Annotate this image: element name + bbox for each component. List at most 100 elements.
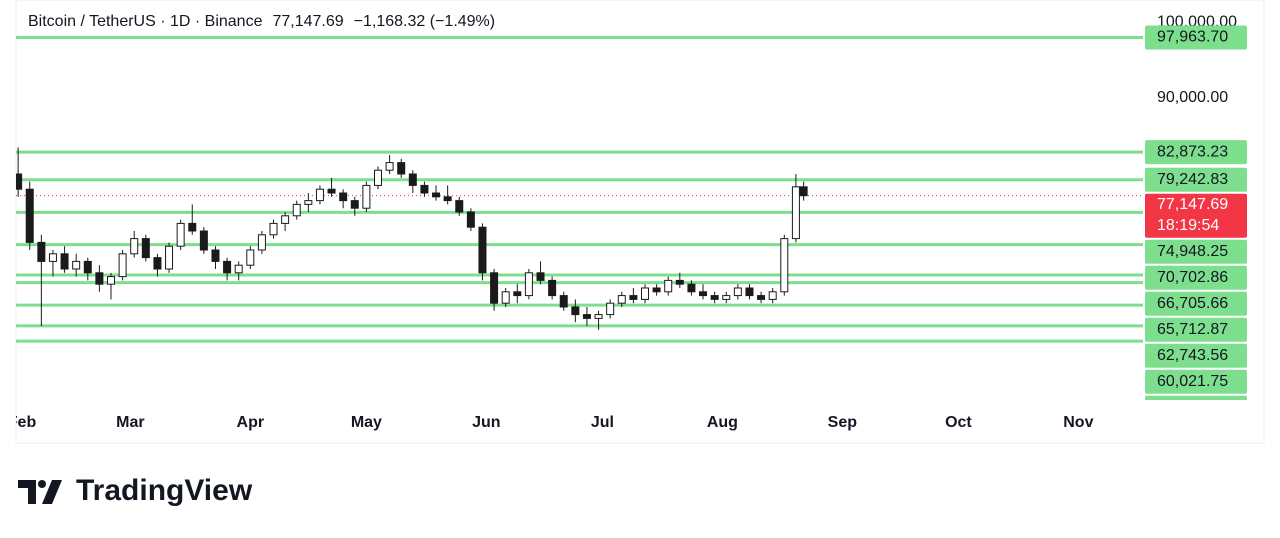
candle-body	[315, 188, 324, 202]
candle-body	[246, 249, 255, 266]
header-price: 77,147.69	[272, 13, 343, 30]
candle-body	[629, 295, 638, 300]
x-tick-label: Aug	[707, 414, 738, 431]
level-label: 97,963.70	[1157, 29, 1228, 46]
candle-body	[791, 186, 800, 240]
level-label-box	[1145, 291, 1247, 316]
brand-name: TradingView	[76, 474, 253, 507]
candle-body	[490, 272, 499, 304]
candle-body	[722, 295, 731, 300]
level-label: 62,743.56	[1157, 347, 1228, 364]
candle-body	[582, 314, 591, 319]
candle-body	[350, 200, 359, 209]
candle-body	[768, 291, 777, 300]
candle-body	[443, 196, 452, 202]
candle-body	[652, 287, 661, 293]
level-label: 79,242.83	[1157, 171, 1228, 188]
candle-body	[281, 215, 290, 224]
x-tick-label: May	[351, 414, 382, 431]
candle-body	[304, 200, 313, 205]
brand-logo	[18, 480, 62, 504]
candle-body	[95, 272, 104, 285]
candle-body	[141, 238, 150, 259]
candle-body	[548, 279, 557, 297]
candle-body	[478, 226, 487, 274]
candle-body	[408, 173, 417, 186]
candle-body	[37, 241, 46, 262]
level-label-box	[1145, 265, 1247, 290]
candle-body	[513, 291, 522, 297]
candle-body	[501, 291, 510, 304]
candle-body	[362, 184, 371, 209]
level-label-box	[1145, 167, 1247, 192]
candle-body	[710, 295, 719, 300]
level-label-box	[1145, 25, 1247, 50]
candle-body	[536, 272, 545, 281]
level-label: 66,705.66	[1157, 295, 1228, 312]
candle-body	[16, 173, 23, 190]
candle-body	[757, 295, 766, 300]
candle-body	[594, 314, 603, 319]
candle-body	[675, 279, 684, 285]
candle-body	[292, 203, 301, 217]
candle-body	[640, 287, 649, 300]
candle-body	[385, 162, 394, 171]
x-tick-label: Jun	[472, 414, 500, 431]
x-tick-label: Jul	[591, 414, 614, 431]
candle-body	[234, 264, 243, 274]
candle-body	[327, 188, 336, 194]
current-price-box	[1145, 193, 1247, 238]
candle-body	[72, 260, 81, 270]
level-label: 65,712.87	[1157, 321, 1228, 338]
candle-body	[165, 245, 174, 270]
level-label: 82,873.23	[1157, 143, 1228, 160]
current-price-label: 77,147.69	[1157, 196, 1228, 213]
level-label: 70,702.86	[1157, 269, 1228, 286]
x-tick-label: Oct	[945, 414, 972, 431]
candle-body	[664, 279, 673, 293]
candle-body	[397, 162, 406, 175]
candle-body	[524, 272, 533, 297]
x-tick-label: Sep	[828, 414, 858, 431]
candle-body	[269, 222, 278, 236]
candle-body	[617, 295, 626, 304]
candle-body	[106, 276, 115, 285]
candle-body	[745, 287, 754, 297]
candle-body	[455, 200, 464, 213]
level-label: 58,001.06	[1157, 399, 1228, 416]
x-tick-label: Mar	[116, 414, 144, 431]
candle-body	[176, 222, 185, 247]
candle-body	[687, 283, 696, 293]
candle-body	[153, 257, 162, 270]
candle-body	[420, 184, 429, 194]
candle-body	[699, 291, 708, 297]
candle-body	[466, 211, 475, 228]
chart-panel	[15, 0, 1265, 444]
level-label-box	[1145, 369, 1247, 394]
y-tick-label: 90,000.00	[1157, 89, 1228, 106]
candle-body	[373, 169, 382, 186]
candle-body	[339, 192, 348, 202]
candle-body	[432, 192, 441, 198]
candle-body	[25, 188, 34, 243]
candle-body	[257, 234, 266, 251]
x-tick-label: Apr	[237, 414, 265, 431]
level-label-box	[1145, 343, 1247, 368]
candle-body	[211, 249, 220, 262]
candle-body	[606, 302, 615, 316]
level-label: 74,948.25	[1157, 243, 1228, 260]
level-label-box	[1145, 140, 1247, 165]
candle-body	[780, 238, 789, 293]
candle-body	[48, 253, 57, 262]
level-label-box	[1145, 395, 1247, 400]
candle-body	[130, 238, 139, 255]
header-change: −1,168.32 (−1.49%)	[354, 13, 495, 30]
level-label: 60,021.75	[1157, 373, 1228, 390]
candle-body	[60, 253, 69, 270]
candle-body	[559, 295, 568, 308]
level-label-box	[1145, 317, 1247, 342]
candle-body	[199, 230, 208, 251]
candle-body	[733, 287, 742, 297]
candle-body	[83, 260, 92, 274]
